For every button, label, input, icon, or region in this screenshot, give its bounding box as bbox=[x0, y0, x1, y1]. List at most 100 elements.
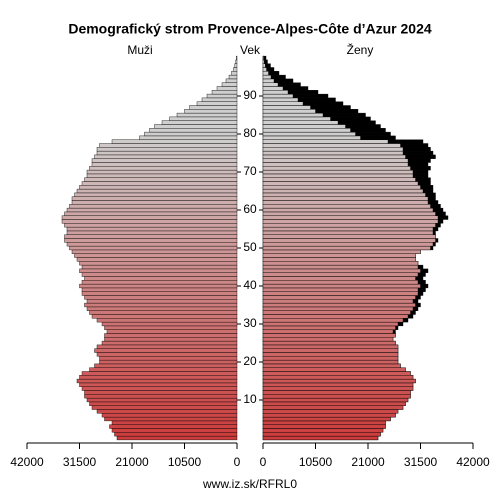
men-bar bbox=[106, 329, 238, 334]
men-bar bbox=[211, 90, 238, 95]
men-bar bbox=[216, 86, 238, 91]
men-bar bbox=[66, 242, 238, 247]
women-overlap bbox=[262, 416, 391, 422]
age-label: Vek bbox=[240, 43, 261, 57]
men-bar bbox=[81, 280, 238, 285]
men-bar bbox=[76, 257, 238, 262]
chart-title: Demografický strom Provence-Alpes-Côte d… bbox=[68, 21, 432, 37]
women-overlap bbox=[262, 397, 409, 403]
age-tick-label: 80 bbox=[243, 126, 257, 140]
men-bar bbox=[84, 276, 238, 281]
men-bar bbox=[94, 154, 238, 159]
men-bar bbox=[104, 325, 238, 330]
women-overlap bbox=[262, 264, 419, 270]
women-overlap bbox=[262, 86, 284, 91]
women-overlap bbox=[262, 390, 411, 395]
women-overlap bbox=[262, 428, 384, 433]
women-overlap bbox=[262, 318, 404, 323]
women-overlap bbox=[262, 359, 399, 365]
men-bar bbox=[86, 169, 238, 175]
men-bar bbox=[66, 207, 238, 213]
men-bar bbox=[84, 302, 238, 308]
women-overlap bbox=[262, 348, 399, 353]
women-overlap bbox=[262, 420, 386, 425]
women-x-tick-label: 42000 bbox=[456, 455, 490, 469]
women-overlap bbox=[262, 215, 439, 220]
men-bar bbox=[79, 185, 238, 190]
men-bar bbox=[81, 386, 238, 391]
women-overlap bbox=[262, 109, 316, 114]
men-bar bbox=[99, 356, 238, 361]
men-bar bbox=[99, 143, 238, 148]
men-bar bbox=[81, 272, 238, 277]
men-bar bbox=[96, 147, 238, 152]
women-overlap bbox=[262, 283, 421, 289]
men-bar bbox=[64, 211, 238, 216]
women-overlap bbox=[262, 401, 406, 406]
women-overlap bbox=[262, 166, 411, 171]
women-overlap bbox=[262, 367, 406, 372]
men-bar bbox=[84, 390, 238, 395]
age-tick-label: 70 bbox=[243, 164, 257, 178]
women-overlap bbox=[262, 249, 421, 254]
men-bar bbox=[94, 348, 238, 353]
women-overlap bbox=[262, 207, 434, 213]
men-bar bbox=[79, 268, 238, 273]
men-bar bbox=[89, 367, 238, 372]
men-bar bbox=[86, 397, 238, 403]
women-overlap bbox=[262, 192, 426, 197]
men-bar bbox=[86, 173, 238, 178]
men-bar bbox=[101, 321, 238, 327]
men-bar bbox=[96, 318, 238, 323]
women-overlap bbox=[262, 280, 419, 285]
women-overlap bbox=[262, 135, 361, 140]
men-bar bbox=[144, 131, 238, 137]
men-bar bbox=[91, 158, 238, 163]
age-tick-label: 50 bbox=[243, 240, 257, 254]
women-overlap bbox=[262, 253, 416, 258]
men-bar bbox=[104, 333, 238, 338]
women-overlap bbox=[262, 295, 416, 300]
women-overlap bbox=[262, 162, 409, 167]
men-bar bbox=[81, 287, 238, 292]
women-overlap bbox=[262, 185, 421, 190]
women-overlap bbox=[262, 78, 275, 83]
men-x-tick-label: 21000 bbox=[115, 455, 149, 469]
women-overlap bbox=[262, 405, 404, 410]
women-overlap bbox=[262, 291, 419, 296]
women-overlap bbox=[262, 124, 346, 129]
women-overlap bbox=[262, 337, 394, 342]
women-overlap bbox=[262, 112, 324, 118]
women-overlap bbox=[262, 356, 399, 361]
women-overlap bbox=[262, 147, 404, 152]
men-bar bbox=[89, 401, 238, 406]
age-tick-label: 10 bbox=[243, 392, 257, 406]
women-overlap bbox=[262, 352, 399, 357]
women-overlap bbox=[262, 302, 416, 308]
women-overlap bbox=[262, 74, 272, 80]
men-label: Muži bbox=[127, 43, 152, 57]
women-overlap bbox=[262, 223, 436, 228]
women-overlap bbox=[262, 211, 436, 216]
men-bar bbox=[139, 135, 238, 140]
men-x-tick-label: 10500 bbox=[168, 455, 202, 469]
men-bar bbox=[176, 112, 238, 118]
women-overlap bbox=[262, 386, 414, 391]
women-overlap bbox=[262, 314, 409, 319]
women-overlap bbox=[262, 143, 401, 148]
men-bar bbox=[201, 97, 238, 102]
men-bar bbox=[161, 120, 238, 125]
women-overlap bbox=[262, 382, 414, 387]
men-bar bbox=[69, 204, 238, 209]
men-bar bbox=[81, 264, 238, 270]
men-bar bbox=[111, 428, 238, 433]
women-x-tick-label: 0 bbox=[260, 455, 267, 469]
women-overlap bbox=[262, 329, 394, 334]
women-overlap bbox=[262, 105, 311, 110]
men-bar bbox=[84, 394, 238, 399]
men-x-tick-label: 42000 bbox=[10, 455, 44, 469]
men-bar bbox=[234, 63, 238, 68]
women-overlap bbox=[262, 424, 386, 429]
women-overlap bbox=[262, 230, 434, 235]
